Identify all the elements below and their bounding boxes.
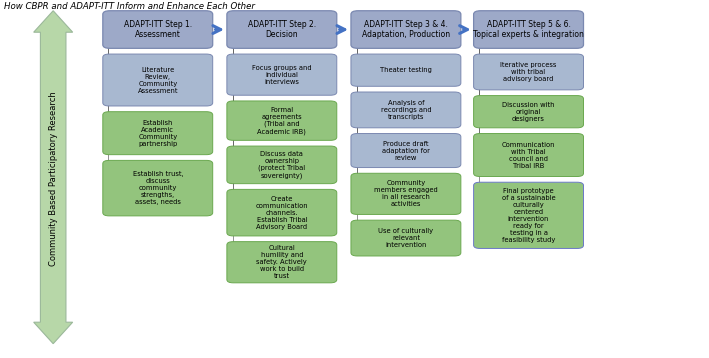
Text: Create
communication
channels.
Establish Tribal
Advisory Board: Create communication channels. Establish… (255, 196, 308, 229)
Text: How CBPR and ADAPT-ITT Inform and Enhance Each Other: How CBPR and ADAPT-ITT Inform and Enhanc… (4, 2, 255, 11)
FancyBboxPatch shape (351, 11, 461, 48)
Text: Produce draft
adaptation for
review: Produce draft adaptation for review (382, 141, 430, 160)
Text: Discussion with
original
designers: Discussion with original designers (502, 102, 555, 122)
FancyBboxPatch shape (474, 11, 584, 48)
FancyBboxPatch shape (103, 160, 213, 216)
Text: Literature
Review,
Community
Assessment: Literature Review, Community Assessment (138, 67, 178, 93)
Text: Iterative process
with tribal
advisory board: Iterative process with tribal advisory b… (501, 62, 557, 82)
Text: ADAPT-ITT Step 5 & 6.
Topical experts & integration: ADAPT-ITT Step 5 & 6. Topical experts & … (473, 20, 584, 39)
FancyBboxPatch shape (351, 173, 461, 214)
Text: Analysis of
recordings and
transcripts: Analysis of recordings and transcripts (381, 100, 431, 120)
FancyBboxPatch shape (351, 134, 461, 168)
Text: Focus groups and
individual
interviews: Focus groups and individual interviews (252, 65, 312, 84)
Text: Cultural
humility and
safety. Actively
work to build
trust: Cultural humility and safety. Actively w… (257, 245, 307, 279)
FancyBboxPatch shape (227, 242, 337, 283)
FancyBboxPatch shape (474, 96, 584, 128)
FancyBboxPatch shape (227, 189, 337, 236)
FancyBboxPatch shape (351, 220, 461, 256)
FancyBboxPatch shape (351, 54, 461, 86)
FancyBboxPatch shape (227, 146, 337, 184)
Polygon shape (34, 11, 72, 344)
Text: ADAPT-ITT Step 2.
Decision: ADAPT-ITT Step 2. Decision (247, 20, 316, 39)
Text: Formal
agreements
(Tribal and
Academic IRB): Formal agreements (Tribal and Academic I… (257, 107, 306, 135)
Text: Use of culturally
relevant
intervention: Use of culturally relevant intervention (379, 228, 433, 248)
FancyBboxPatch shape (474, 134, 584, 176)
Text: Establish trust,
discuss
community
strengths,
assets, needs: Establish trust, discuss community stren… (133, 171, 183, 205)
FancyBboxPatch shape (227, 11, 337, 48)
Text: Community
members engaged
in all research
activities: Community members engaged in all researc… (374, 180, 437, 207)
Text: Communication
with Tribal
council and
Tribal IRB: Communication with Tribal council and Tr… (502, 141, 555, 169)
Text: Theater testing: Theater testing (380, 67, 432, 73)
Text: Community Based Participatory Research: Community Based Participatory Research (49, 92, 57, 266)
FancyBboxPatch shape (351, 92, 461, 128)
Text: Final prototype
of a sustainable
culturally
centered
intervention
ready for
test: Final prototype of a sustainable cultura… (502, 188, 555, 243)
Text: Establish
Academic
Community
partnership: Establish Academic Community partnership (138, 120, 177, 147)
FancyBboxPatch shape (227, 54, 337, 95)
Text: ADAPT-ITT Step 3 & 4.
Adaptation, Production: ADAPT-ITT Step 3 & 4. Adaptation, Produc… (362, 20, 450, 39)
Text: ADAPT-ITT Step 1.
Assessment: ADAPT-ITT Step 1. Assessment (123, 20, 192, 39)
FancyBboxPatch shape (474, 54, 584, 90)
FancyBboxPatch shape (103, 11, 213, 48)
FancyBboxPatch shape (103, 112, 213, 155)
FancyBboxPatch shape (474, 182, 584, 248)
Text: Discuss data
ownership
(protect Tribal
sovereignty): Discuss data ownership (protect Tribal s… (258, 151, 306, 179)
FancyBboxPatch shape (103, 54, 213, 106)
FancyBboxPatch shape (227, 101, 337, 140)
